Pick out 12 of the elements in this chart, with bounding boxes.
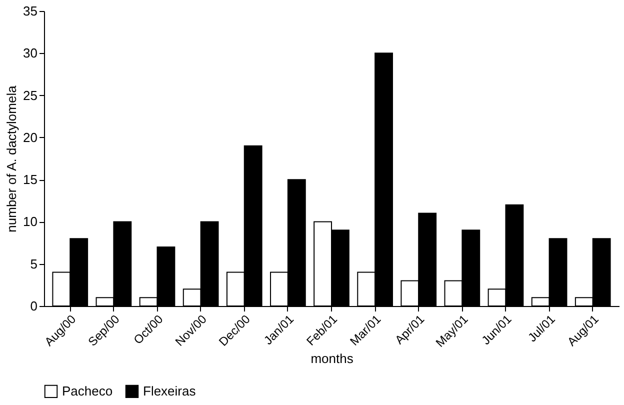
legend-label: Pacheco bbox=[62, 383, 113, 398]
y-axis-title: number of A. dactylomela bbox=[4, 84, 20, 232]
y-tick-label: 25 bbox=[23, 88, 38, 103]
y-tick-label: 20 bbox=[23, 130, 38, 145]
y-tick-label: 35 bbox=[23, 4, 38, 18]
legend-label: Flexeiras bbox=[143, 383, 196, 398]
y-tick-label: 15 bbox=[23, 172, 38, 188]
y-tick-label: 30 bbox=[23, 46, 38, 61]
y-tick-label: 5 bbox=[30, 256, 38, 272]
y-tick-label: 0 bbox=[30, 298, 38, 314]
x-axis-title: months bbox=[310, 351, 354, 366]
y-tick-label: 10 bbox=[23, 214, 38, 230]
